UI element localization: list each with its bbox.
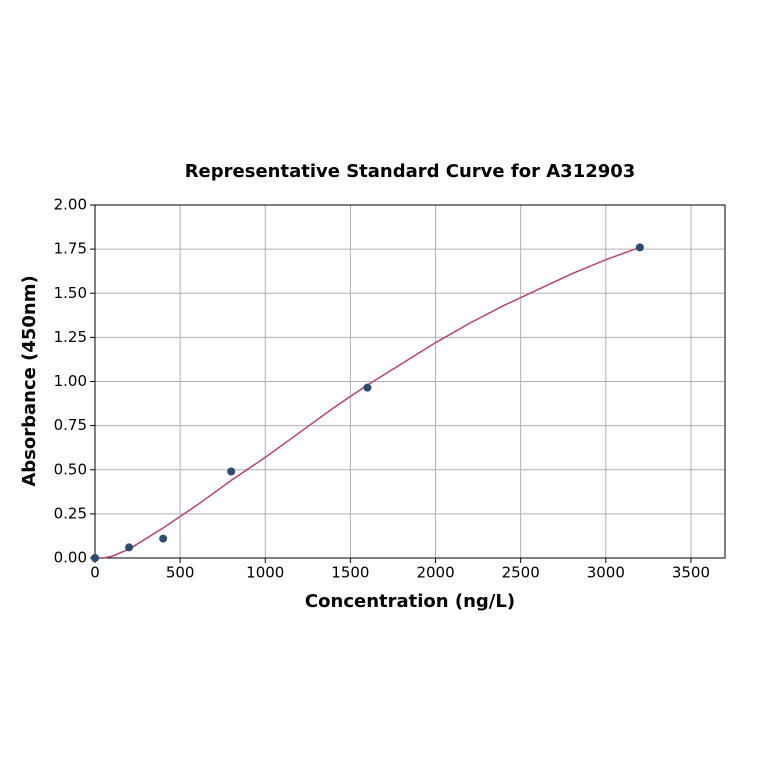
x-tick-label: 500: [166, 564, 195, 582]
x-axis-label: Concentration (ng/L): [305, 591, 515, 612]
data-point: [125, 543, 134, 552]
data-point: [159, 534, 168, 543]
y-axis-label: Absorbance (450nm): [19, 275, 40, 486]
data-point: [363, 383, 372, 392]
fit-curve: [103, 246, 641, 559]
data-point: [635, 243, 644, 252]
chart-title: Representative Standard Curve for A31290…: [185, 161, 636, 182]
x-tick-label: 3500: [672, 564, 710, 582]
x-tick-label: 2000: [416, 564, 454, 582]
x-tick-label: 1500: [331, 564, 369, 582]
y-tick-label: 1.25: [54, 328, 87, 346]
y-tick-label: 0.50: [54, 460, 87, 478]
plot-frame: [94, 204, 726, 559]
x-tick-label: 2500: [502, 564, 540, 582]
data-point: [91, 554, 99, 562]
y-tick-label: 2.00: [54, 196, 87, 214]
x-tick-label: 1000: [246, 564, 284, 582]
y-tick-label: 1.00: [54, 372, 87, 390]
x-tick-label: 0: [90, 564, 100, 582]
y-tick-label: 0.00: [54, 549, 87, 567]
y-tick-label: 1.50: [54, 284, 87, 302]
y-tick-label: 1.75: [54, 240, 87, 258]
y-tick-label: 0.25: [54, 504, 87, 522]
y-tick-label: 0.75: [54, 416, 87, 434]
data-point: [227, 467, 236, 476]
x-tick-label: 3000: [587, 564, 625, 582]
